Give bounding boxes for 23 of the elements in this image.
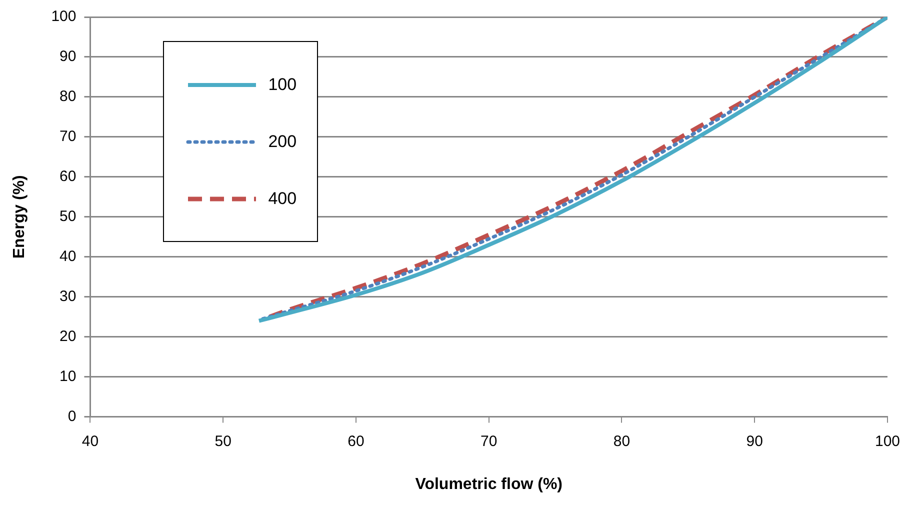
x-tick-label: 60 bbox=[348, 432, 364, 450]
y-axis-title: Energy (%) bbox=[11, 175, 28, 259]
y-tick-label: 30 bbox=[60, 288, 76, 305]
y-tick-label: 20 bbox=[60, 328, 76, 345]
y-tick-label: 0 bbox=[68, 408, 76, 425]
y-tick-label: 80 bbox=[60, 88, 76, 106]
y-tick-label: 50 bbox=[60, 208, 76, 226]
legend-label: 400 bbox=[268, 188, 297, 208]
y-tick-label: 100 bbox=[51, 8, 76, 26]
x-tick-label: 100 bbox=[874, 432, 900, 450]
x-tick-label: 90 bbox=[746, 432, 763, 450]
x-tick-label: 50 bbox=[214, 432, 232, 450]
y-tick-label: 70 bbox=[60, 128, 76, 146]
y-tick-label: 90 bbox=[60, 48, 76, 66]
legend-label: 200 bbox=[268, 132, 297, 152]
x-tick-label: 40 bbox=[82, 432, 99, 450]
x-tick-label: 70 bbox=[480, 432, 498, 450]
y-tick-label: 40 bbox=[60, 248, 76, 266]
x-axis-title: Volumetric flow (%) bbox=[415, 476, 562, 493]
y-tick-label: 60 bbox=[60, 168, 76, 186]
x-tick-label: 80 bbox=[613, 432, 630, 450]
y-tick-label: 10 bbox=[60, 368, 76, 385]
legend-label: 100 bbox=[268, 74, 297, 94]
